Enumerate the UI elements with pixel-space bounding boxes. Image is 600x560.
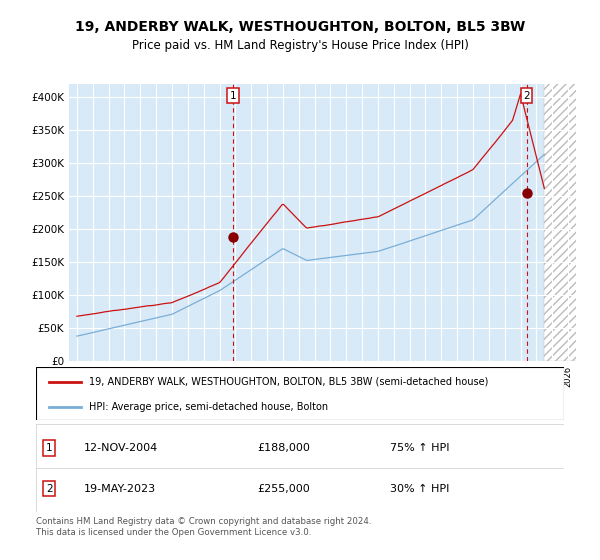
- Text: 19, ANDERBY WALK, WESTHOUGHTON, BOLTON, BL5 3BW: 19, ANDERBY WALK, WESTHOUGHTON, BOLTON, …: [75, 20, 525, 34]
- Text: 19, ANDERBY WALK, WESTHOUGHTON, BOLTON, BL5 3BW (semi-detached house): 19, ANDERBY WALK, WESTHOUGHTON, BOLTON, …: [89, 377, 488, 387]
- Bar: [544, 84, 581, 361]
- Text: 2: 2: [523, 91, 530, 101]
- Text: 2: 2: [46, 483, 53, 493]
- Text: 1: 1: [46, 443, 53, 453]
- Text: 30% ↑ HPI: 30% ↑ HPI: [390, 483, 449, 493]
- Text: Contains HM Land Registry data © Crown copyright and database right 2024.
This d: Contains HM Land Registry data © Crown c…: [36, 517, 371, 536]
- FancyBboxPatch shape: [36, 367, 564, 420]
- Text: HPI: Average price, semi-detached house, Bolton: HPI: Average price, semi-detached house,…: [89, 402, 328, 412]
- Text: £255,000: £255,000: [258, 483, 311, 493]
- Text: 19-MAY-2023: 19-MAY-2023: [83, 483, 155, 493]
- Text: £188,000: £188,000: [258, 443, 311, 453]
- Text: 75% ↑ HPI: 75% ↑ HPI: [390, 443, 449, 453]
- Text: Price paid vs. HM Land Registry's House Price Index (HPI): Price paid vs. HM Land Registry's House …: [131, 39, 469, 52]
- Text: 1: 1: [230, 91, 236, 101]
- Text: 12-NOV-2004: 12-NOV-2004: [83, 443, 158, 453]
